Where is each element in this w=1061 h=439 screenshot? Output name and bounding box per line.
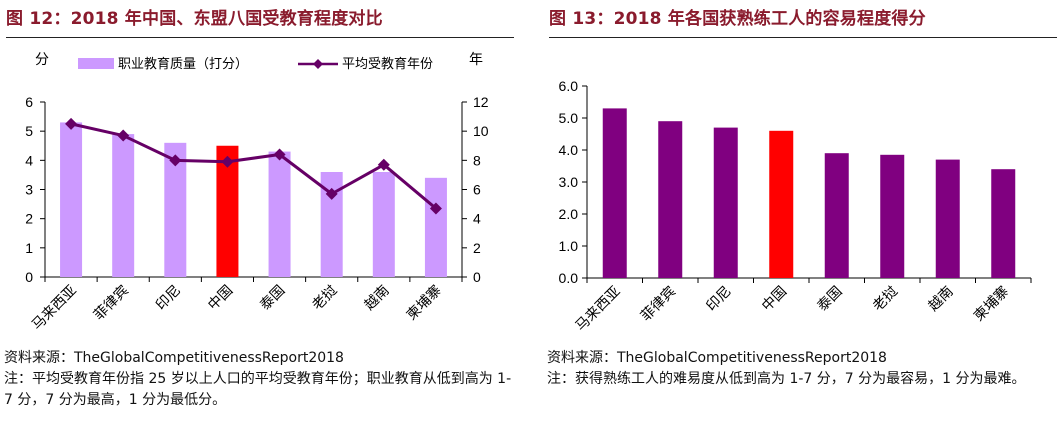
category-label: 老挝: [309, 283, 340, 314]
left-axis-unit: 分: [35, 52, 49, 68]
right-figure-title: 图 13：2018 年各国获熟练工人的容易程度得分: [549, 9, 926, 29]
category-label: 马来西亚: [573, 284, 624, 335]
left-chart: 分年职业教育质量（打分） 平均受教育年份0123456024681012马来西亚菲…: [25, 52, 489, 334]
line-point-3: [221, 155, 234, 168]
category-label: 柬埔寨: [403, 282, 445, 324]
legend-line-marker: [313, 59, 323, 69]
right-y-tick-label: 12: [473, 94, 489, 110]
left-y-tick-label: 1: [25, 240, 33, 256]
bar-vocational-4: [268, 151, 291, 277]
category-label: 老挝: [870, 284, 901, 315]
y-tick-label: 2.0: [559, 206, 579, 222]
left-note: 注：平均受教育年份指 25 岁以上人口的平均受教育年份；职业教育从低到高为 1-…: [4, 371, 512, 408]
left-y-tick-label: 0: [25, 269, 33, 285]
line-point-4: [273, 148, 286, 161]
bar-vocational-5: [320, 172, 343, 277]
bar-vocational-3: [216, 145, 239, 277]
y-tick-label: 3.0: [559, 174, 579, 190]
legend-line-label: 平均受教育年份: [342, 56, 433, 72]
bar-skilled-workers-0: [602, 108, 627, 279]
legend-bar-swatch: [78, 58, 114, 69]
right-title-rule: [549, 37, 1057, 38]
bar-skilled-workers-1: [658, 121, 683, 278]
category-label: 菲律宾: [91, 283, 132, 324]
bar-vocational-0: [60, 122, 83, 278]
y-tick-label: 5.0: [559, 110, 579, 126]
right-figure: 图 13：2018 年各国获熟练工人的容易程度得分 0.0 1.0 2.0 3.0 4.…: [543, 0, 1061, 439]
right-axis-unit: 年: [469, 52, 483, 68]
category-label: 泰国: [814, 284, 845, 315]
bar-skilled-workers-7: [991, 169, 1016, 278]
line-point-5: [325, 187, 338, 200]
left-y-tick-label: 2: [25, 211, 33, 227]
category-label: 柬埔寨: [970, 283, 1012, 325]
left-source: 资料来源：TheGlobalCompetitivenessReport2018: [4, 350, 344, 366]
right-note: 注：获得熟练工人的难易度从低到高为 1-7 分，7 分为最容易，1 分为最难。: [547, 371, 1026, 387]
y-tick-label: 1.0: [559, 238, 579, 254]
right-y-tick-label: 10: [473, 123, 489, 139]
category-label: 越南: [925, 284, 956, 315]
line-point-6: [377, 158, 390, 171]
left-figure: 图 12：2018 年中国、东盟八国受教育程度对比 分 年 职业教育质量（打分） 平均…: [0, 0, 518, 439]
right-y-tick-label: 8: [473, 152, 481, 168]
category-label: 中国: [759, 284, 790, 315]
left-y-tick-label: 5: [25, 123, 33, 139]
right-notes: 资料来源：TheGlobalCompetitivenessReport2018 …: [547, 348, 1055, 390]
y-tick-label: 6.0: [559, 78, 579, 94]
bar-vocational-7: [424, 177, 447, 277]
bar-skilled-workers-3: [769, 130, 794, 278]
category-label: 中国: [205, 283, 236, 314]
y-tick-label: 4.0: [559, 142, 579, 158]
line-point-2: [169, 154, 182, 167]
bar-skilled-workers-2: [713, 127, 738, 278]
line-point-1: [117, 129, 130, 142]
category-label: 印尼: [703, 284, 734, 315]
right-y-tick-label: 6: [473, 182, 481, 198]
right-y-tick-label: 2: [473, 240, 481, 256]
category-label: 菲律宾: [638, 284, 679, 325]
left-title-rule: [6, 37, 514, 38]
category-label: 泰国: [257, 283, 288, 314]
right-chart: 0.0 1.0 2.0 3.0 4.0 5.0 6.0 马来西亚 菲律宾 印尼 中国 泰国 老挝 越南 柬埔…: [559, 78, 1032, 335]
left-y-tick-label: 4: [25, 152, 33, 168]
bar-skilled-workers-5: [880, 154, 905, 278]
category-label: 马来西亚: [29, 283, 80, 334]
right-y-tick-label: 4: [473, 211, 481, 227]
line-point-0: [65, 117, 78, 130]
line-point-7: [429, 202, 442, 215]
bar-skilled-workers-6: [935, 159, 960, 278]
bar-vocational-1: [112, 134, 135, 277]
category-label: 印尼: [153, 283, 184, 314]
category-label: 越南: [362, 283, 393, 314]
right-source: 资料来源：TheGlobalCompetitivenessReport2018: [547, 350, 887, 366]
left-notes: 资料来源：TheGlobalCompetitivenessReport2018 …: [4, 348, 512, 411]
y-tick-label: 0.0: [559, 270, 579, 286]
bar-skilled-workers-4: [824, 153, 849, 278]
right-y-tick-label: 0: [473, 269, 481, 285]
left-y-tick-label: 3: [25, 182, 33, 198]
series-line-education-years: [70, 122, 437, 210]
left-y-tick-label: 6: [25, 94, 33, 110]
bar-vocational-6: [372, 172, 395, 277]
left-figure-title: 图 12：2018 年中国、东盟八国受教育程度对比: [6, 9, 383, 29]
legend-bar-label: 职业教育质量（打分）: [118, 56, 248, 72]
bar-vocational-2: [164, 142, 187, 277]
